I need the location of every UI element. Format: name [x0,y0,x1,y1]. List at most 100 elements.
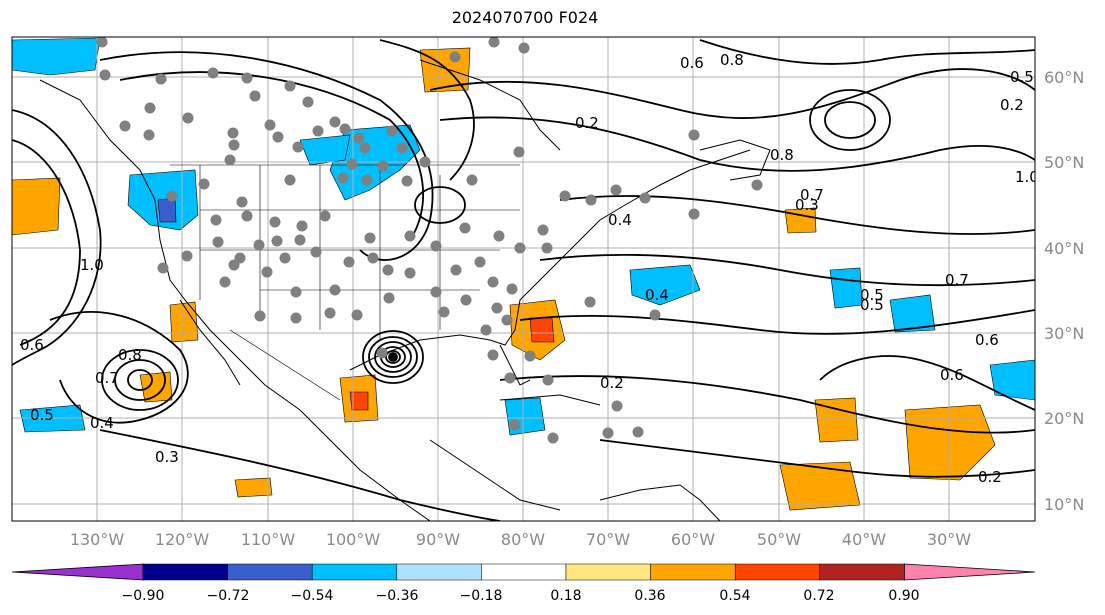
station-marker [294,234,306,246]
colorbar-tick: 0.36 [634,588,665,604]
lat-label: 30°N [1044,324,1084,343]
contour-label: 0.7 [945,271,969,289]
station-marker [542,374,554,386]
colorbar-tick: 0.18 [550,588,581,604]
colorbar-tick: 0.90 [888,588,919,604]
contour-5 [429,68,1035,119]
station-marker [480,324,492,336]
station-marker [271,235,283,247]
station-marker [610,184,622,196]
coast-newfoundland [699,139,771,181]
lat-label: 20°N [1044,409,1084,428]
colorbar-tick-labels: −0.90 −0.72 −0.54 −0.36 −0.18 0.18 0.36 … [122,588,920,604]
lat-label: 10°N [1044,495,1084,514]
station-marker [346,158,358,170]
lon-label: 90°W [416,530,460,549]
neg-region-canada [299,134,351,166]
station-marker [310,246,322,258]
colorbar-tick: 0.72 [803,588,834,604]
contour-label: 0.4 [645,286,669,304]
contour-6 [439,116,1035,172]
colorbar-tick: 0.54 [719,588,750,604]
pos-region-mexico-core [349,391,369,411]
station-marker [518,42,530,54]
station-marker [219,276,231,288]
station-marker [639,192,651,204]
station-marker [506,283,518,295]
lat-label: 40°N [1044,239,1084,258]
station-marker [329,284,341,296]
lat-label: 50°N [1044,153,1084,172]
contour-label: 0.6 [940,366,964,384]
station-marker [513,146,525,158]
contour-labels: 0.4 0.3 0.5 0.6 0.7 0.8 0.2 0.3 0.4 0.5 0.6 0.2 0.8 0… [20,51,1035,486]
contour-13 [699,39,1035,65]
station-marker [649,309,661,321]
neg-region-west-coast-core [157,197,177,223]
station-marker [504,372,516,384]
latitude-labels: 60°N 50°N 40°N 30°N 20°N 10°N [1044,68,1084,514]
station-marker [541,242,553,254]
pos-region-atlantic-mid [814,397,859,443]
pos-region-pacific-low [139,371,173,403]
coast-cuba [499,394,601,406]
contour-label: 0.2 [600,374,624,392]
contour-label: 0.2 [1000,96,1024,114]
coast-gulf-atlantic [349,149,751,371]
coast-florida [499,344,531,386]
station-marker [312,125,324,137]
colorbar-segment [734,563,821,581]
contour-1 [12,109,102,366]
contour-label: 0.4 [90,414,114,432]
pos-region-canada [419,47,471,93]
station-marker [514,242,526,254]
coast-baja [179,299,241,386]
station-marker [234,252,246,264]
pos-region-atlantic-south [904,404,996,481]
lon-label: 30°W [927,530,971,549]
colorbar-segment [565,563,651,581]
contour-label: 0.6 [20,336,44,354]
station-marker [584,296,596,308]
longitude-labels: 130°W 120°W 110°W 100°W 90°W 80°W 70°W 6… [70,530,971,549]
station-marker [688,208,700,220]
station-marker [351,309,363,321]
station-marker [751,179,763,191]
colorbar-segment [481,563,567,581]
coast-south-america [599,484,721,521]
station-marker [236,196,248,208]
colorbar-tick: −0.72 [207,588,250,604]
station-marker [611,400,623,412]
coastlines [39,59,771,521]
station-marker [337,172,349,184]
station-marker [524,350,536,362]
contour-label: 1.0 [80,256,104,274]
colorbar-segment [396,563,482,581]
station-marker [210,214,222,226]
station-marker [284,80,296,92]
station-marker [181,250,193,262]
contour-label: 0.2 [978,468,1002,486]
station-marker [401,175,413,187]
station-marker [404,267,416,279]
station-marker [386,125,398,137]
contour-label: 0.5 [1010,68,1034,86]
station-marker [155,73,167,85]
station-marker [269,216,281,228]
station-marker [419,156,431,168]
coast-north-america-west [39,79,431,521]
pos-region-baja [169,301,199,343]
station-marker [254,310,266,322]
neg-region-atlantic-3 [889,294,936,333]
contour-16 [819,355,1035,411]
station-marker [227,127,239,139]
station-marker [487,349,499,361]
station-marker [377,160,389,172]
station-marker [430,286,442,298]
contour-8 [539,253,1035,287]
lon-label: 60°W [671,530,715,549]
station-marker [509,419,521,431]
colorbar-max-extend [904,563,1036,581]
colorbar-tick: −0.18 [460,588,503,604]
station-marker [585,194,597,206]
